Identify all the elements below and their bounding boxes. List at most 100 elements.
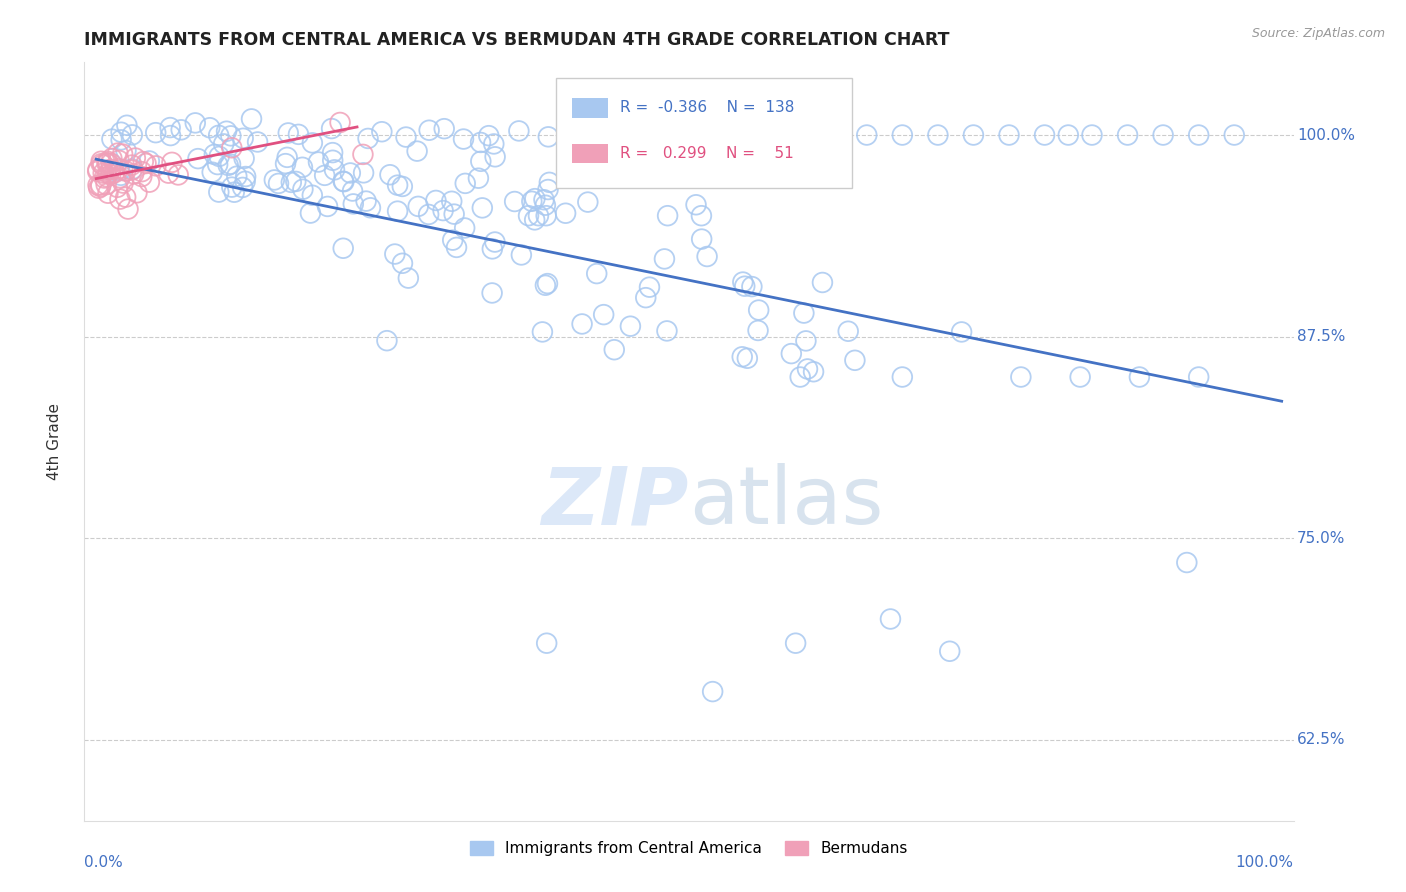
Point [263,173,285,187]
Point [418,207,440,221]
Point [122,167,145,181]
Point [131,164,153,178]
Point [794,334,817,348]
Point [484,235,506,249]
Point [446,240,468,254]
Point [97,186,120,201]
Point [124,151,146,165]
Point [453,132,475,146]
Point [219,157,242,171]
Point [467,171,489,186]
Point [121,162,143,177]
Point [138,175,160,189]
Point [654,252,676,266]
Point [90,178,112,192]
Point [375,334,398,348]
Point [115,144,138,158]
Text: 100.0%: 100.0% [1298,128,1355,143]
Point [105,180,128,194]
Point [235,169,257,184]
Point [789,370,811,384]
Point [202,147,225,161]
Point [212,136,235,151]
Point [418,123,440,137]
Text: Source: ZipAtlas.com: Source: ZipAtlas.com [1251,27,1385,40]
Point [299,206,322,220]
Point [125,186,148,200]
Point [132,154,155,169]
Point [1188,370,1211,384]
Point [107,161,129,176]
Point [638,280,661,294]
Text: IMMIGRANTS FROM CENTRAL AMERICA VS BERMUDAN 4TH GRADE CORRELATION CHART: IMMIGRANTS FROM CENTRAL AMERICA VS BERMU… [84,31,950,49]
Point [891,370,914,384]
Point [432,203,454,218]
Point [927,128,949,142]
Point [658,127,681,141]
Point [90,179,112,194]
Point [534,209,557,223]
Point [96,156,118,170]
Point [396,271,419,285]
Point [224,185,246,199]
Point [108,192,131,206]
Point [159,128,181,143]
Text: R =   0.299    N =    51: R = 0.299 N = 51 [620,146,794,161]
Legend: Immigrants from Central America, Bermudans: Immigrants from Central America, Bermuda… [464,835,914,863]
Text: atlas: atlas [689,463,883,541]
Point [160,155,183,169]
FancyBboxPatch shape [555,78,852,187]
Point [811,276,834,290]
Point [314,169,336,183]
Point [357,131,380,145]
Point [93,171,115,186]
Point [100,168,122,182]
Point [582,126,605,140]
Point [891,128,914,142]
Point [634,291,657,305]
Point [280,175,302,189]
Point [308,155,330,169]
Point [267,177,290,191]
Point [96,169,118,184]
Point [322,153,344,168]
Point [378,168,401,182]
Point [114,164,136,178]
Point [215,124,238,138]
Point [1057,128,1080,142]
Point [246,135,269,149]
Text: 75.0%: 75.0% [1298,531,1346,546]
Point [316,199,339,213]
Point [592,308,614,322]
Point [184,116,207,130]
Point [333,175,356,189]
Point [352,147,374,161]
Point [208,128,231,143]
Point [384,247,406,261]
Point [221,141,243,155]
Point [121,158,143,172]
Point [100,162,122,177]
Point [87,181,110,195]
Point [531,325,554,339]
Point [478,128,501,143]
Point [1081,128,1104,142]
Point [517,209,540,223]
Point [115,118,138,132]
Text: 87.5%: 87.5% [1298,329,1346,344]
Point [121,128,143,142]
Point [114,190,136,204]
Point [332,241,354,255]
Point [321,121,343,136]
Point [690,232,713,246]
Point [1188,128,1211,142]
Point [387,204,409,219]
Point [332,174,354,188]
Point [170,123,193,137]
Point [110,125,132,139]
Point [108,153,131,168]
Point [232,131,254,145]
Point [107,146,129,161]
Point [145,126,167,140]
Point [747,323,769,337]
